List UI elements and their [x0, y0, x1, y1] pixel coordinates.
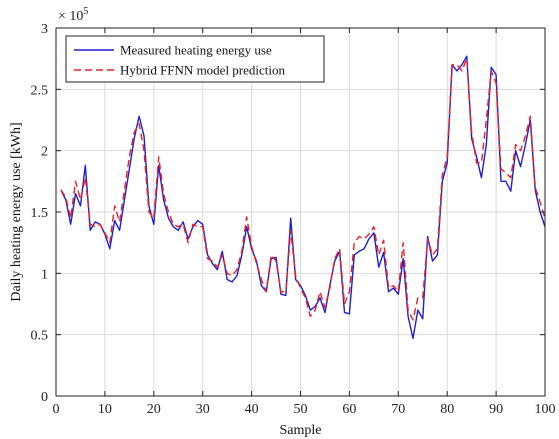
- y-tick-label: 1: [41, 267, 48, 282]
- x-tick-label: 90: [489, 402, 503, 417]
- y-exponent-label: × 105: [58, 6, 88, 24]
- x-tick-label: 80: [440, 402, 454, 417]
- legend-box: [65, 35, 325, 83]
- y-tick-label: 3: [41, 22, 48, 37]
- y-tick-label: 2.5: [31, 83, 49, 98]
- legend-entry-measured: Measured heating energy use: [120, 43, 272, 58]
- series-line-prediction: [60, 57, 546, 321]
- x-tick-label: 10: [98, 402, 112, 417]
- x-tick-label: 50: [294, 402, 308, 417]
- series-line-measured: [60, 55, 546, 340]
- legend: Measured heating energy use Hybrid FFNN …: [65, 35, 325, 83]
- y-axis-label: Daily heating energy use [kWh]: [9, 122, 24, 301]
- legend-entry-prediction: Hybrid FFNN model prediction: [120, 63, 286, 78]
- x-tick-label: 20: [147, 402, 161, 417]
- x-tick-label: 30: [196, 402, 210, 417]
- x-tick-label: 40: [245, 402, 259, 417]
- x-tick-label: 70: [391, 402, 405, 417]
- x-tick-label: 100: [535, 402, 556, 417]
- y-tick-label: 1.5: [31, 206, 49, 221]
- axis-ticks: 0 10 20 30 40 50 60 70 80 90 100 0 0.5 1 1.5 2 2.5 3: [31, 22, 556, 417]
- y-tick-label: 0: [41, 390, 48, 405]
- y-tick-label: 0.5: [31, 329, 49, 344]
- x-tick-label: 0: [53, 402, 60, 417]
- series-layer: [60, 55, 546, 340]
- x-axis-label: Sample: [280, 423, 322, 438]
- x-tick-label: 60: [342, 402, 356, 417]
- y-tick-label: 2: [41, 145, 48, 160]
